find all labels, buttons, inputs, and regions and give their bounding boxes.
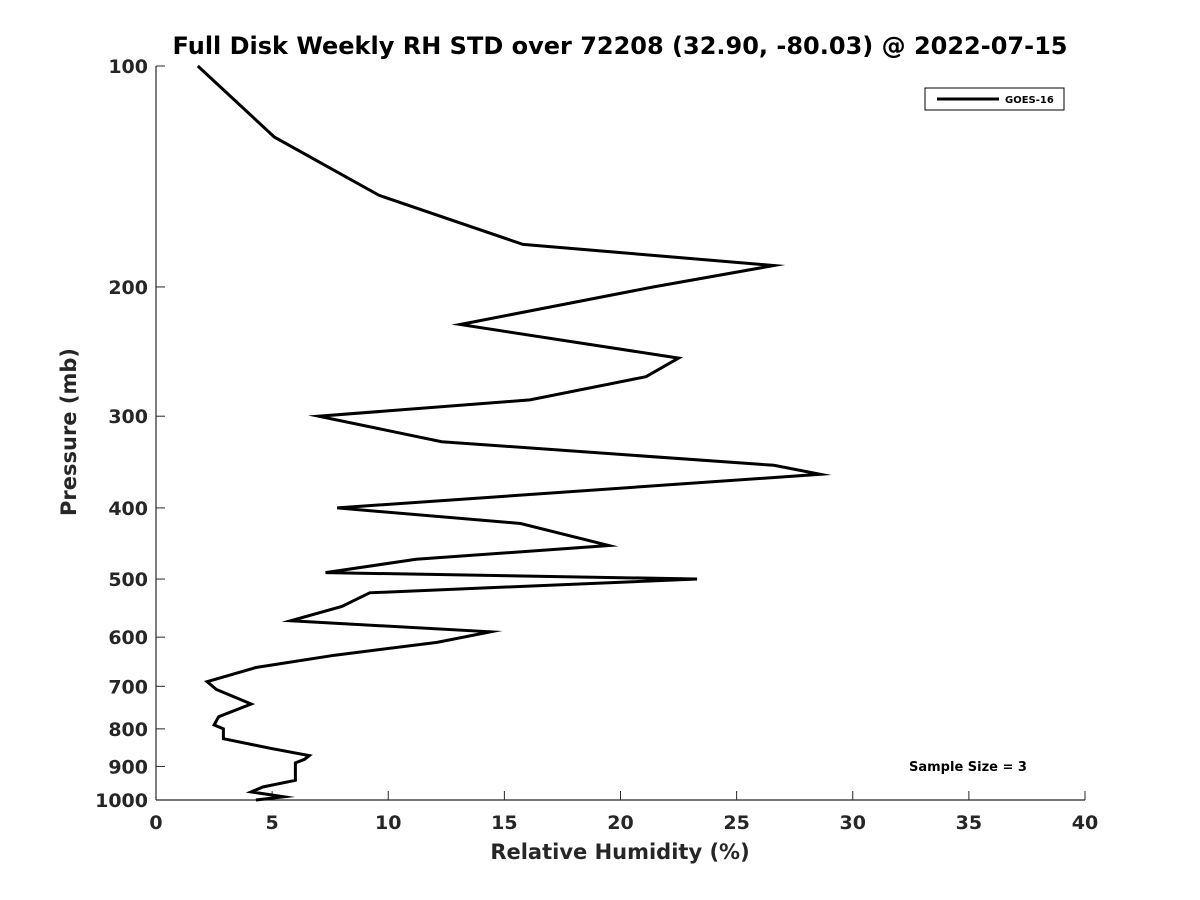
x-tick-label: 30 [840,812,866,834]
y-tick-label: 800 [108,719,148,741]
x-tick-label: 40 [1072,812,1098,834]
x-axis-ticks: 0 5 10 15 20 25 30 35 40 [149,791,1098,834]
x-tick-label: 15 [491,812,517,834]
y-tick-label: 200 [108,277,148,299]
axes [155,66,1085,801]
x-axis-label: Relative Humidity (%) [490,840,749,864]
y-tick-label: 100 [108,56,148,78]
y-tick-label: 1000 [95,790,148,812]
legend-entry-goes-16: GOES-16 [1005,95,1054,106]
legend: GOES-16 [924,87,1065,111]
series-line-goes-16 [196,64,832,802]
y-tick-label: 400 [108,498,148,520]
series-group [196,64,832,802]
y-axis-ticks: 100 200 300 400 500 600 700 800 900 1000 [95,56,165,812]
x-tick-label: 10 [375,812,401,834]
y-tick-label: 500 [108,569,148,591]
y-tick-label: 900 [108,756,148,778]
x-tick-label: 25 [723,812,749,834]
x-tick-label: 5 [266,812,279,834]
x-tick-label: 20 [607,812,633,834]
y-axis-label: Pressure (mb) [57,348,81,516]
y-tick-label: 700 [108,676,148,698]
sample-size-annotation: Sample Size = 3 [909,760,1027,775]
x-tick-label: 35 [956,812,982,834]
chart-title: Full Disk Weekly RH STD over 72208 (32.9… [173,32,1068,60]
x-tick-label: 0 [149,812,162,834]
y-tick-label: 600 [108,627,148,649]
y-tick-label: 300 [108,406,148,428]
